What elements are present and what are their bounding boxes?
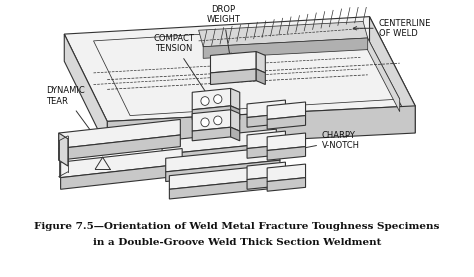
Polygon shape — [166, 160, 280, 181]
Polygon shape — [256, 52, 265, 73]
Polygon shape — [247, 145, 285, 158]
Polygon shape — [162, 129, 276, 154]
Circle shape — [201, 118, 209, 127]
Polygon shape — [192, 88, 231, 110]
Polygon shape — [169, 164, 283, 189]
Polygon shape — [61, 164, 182, 189]
Polygon shape — [231, 127, 240, 141]
Text: in a Double-Groove Weld Thick Section Weldment: in a Double-Groove Weld Thick Section We… — [93, 238, 381, 247]
Polygon shape — [199, 22, 368, 47]
Polygon shape — [267, 178, 306, 191]
Polygon shape — [59, 135, 180, 160]
Polygon shape — [107, 106, 415, 148]
Polygon shape — [192, 110, 231, 131]
Circle shape — [201, 97, 209, 105]
Text: COMPACT
TENSION: COMPACT TENSION — [154, 34, 210, 99]
Circle shape — [214, 116, 222, 125]
Polygon shape — [231, 110, 240, 131]
Polygon shape — [247, 131, 285, 148]
Text: DYNAMIC
TEAR: DYNAMIC TEAR — [46, 86, 96, 138]
Text: CENTERLINE
OF WELD: CENTERLINE OF WELD — [353, 19, 431, 38]
Polygon shape — [256, 69, 265, 84]
Polygon shape — [210, 52, 256, 73]
Polygon shape — [247, 100, 285, 117]
Polygon shape — [192, 127, 231, 141]
Polygon shape — [210, 69, 256, 84]
Polygon shape — [247, 176, 285, 189]
Polygon shape — [370, 17, 415, 133]
Polygon shape — [231, 106, 240, 119]
Polygon shape — [59, 119, 180, 148]
Polygon shape — [162, 143, 276, 164]
Polygon shape — [231, 88, 240, 110]
Polygon shape — [166, 147, 280, 172]
Circle shape — [214, 95, 222, 103]
Polygon shape — [59, 133, 68, 166]
Polygon shape — [61, 148, 182, 178]
Polygon shape — [267, 133, 306, 150]
Polygon shape — [169, 178, 283, 199]
Text: CHARPY
V-NOTCH: CHARPY V-NOTCH — [285, 131, 360, 153]
Polygon shape — [247, 162, 285, 179]
Polygon shape — [267, 164, 306, 181]
Text: DROP
WEIGHT: DROP WEIGHT — [206, 5, 240, 57]
Polygon shape — [192, 106, 231, 119]
Polygon shape — [267, 116, 306, 129]
Polygon shape — [247, 114, 285, 127]
Polygon shape — [64, 17, 415, 121]
Polygon shape — [203, 38, 368, 58]
Polygon shape — [93, 24, 400, 116]
Polygon shape — [267, 147, 306, 160]
Polygon shape — [360, 24, 400, 112]
Polygon shape — [64, 34, 107, 148]
Text: Figure 7.5—Orientation of Weld Metal Fracture Toughness Specimens: Figure 7.5—Orientation of Weld Metal Fra… — [34, 222, 440, 231]
Polygon shape — [267, 102, 306, 119]
